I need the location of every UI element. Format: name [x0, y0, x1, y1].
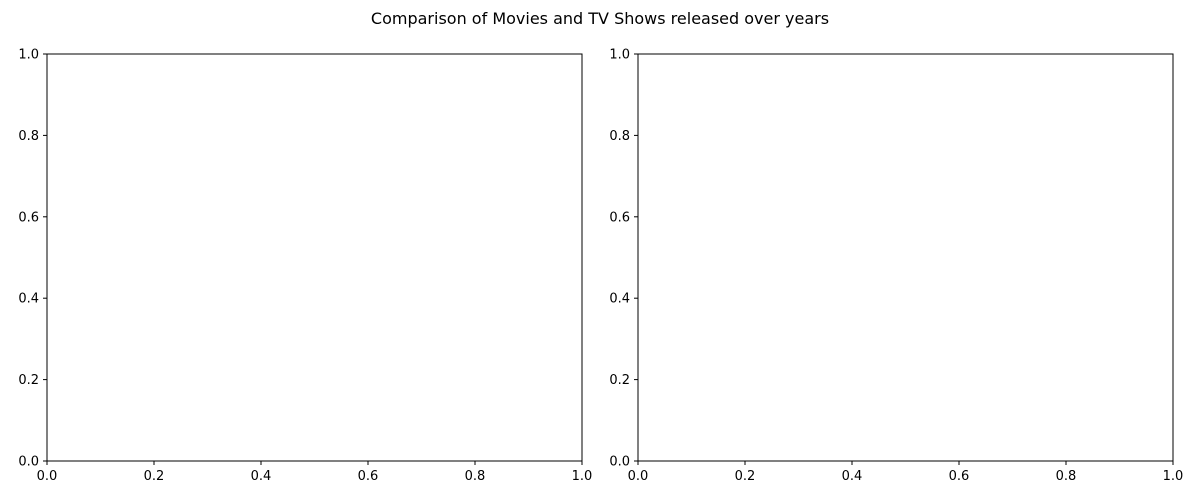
left-x-tick-label: 0.4 — [251, 469, 272, 484]
right-axes: 0.0 0.2 0.4 0.6 0.8 1.0 0.0 0.2 0.4 0.6 0.8 1.0 — [609, 48, 1183, 485]
right-y-tick-label: 0.4 — [609, 292, 630, 307]
left-axes: 0.0 0.2 0.4 0.6 0.8 1.0 0.0 0.2 0.4 0.6 0.8 1.0 — [18, 48, 592, 485]
right-y-tick-label: 0.8 — [609, 129, 630, 144]
right-y-tick-label: 1.0 — [609, 48, 630, 63]
right-y-tick-label: 0.2 — [609, 373, 630, 388]
right-y-tick-label: 0.6 — [609, 210, 630, 225]
left-x-tick-label: 0.2 — [144, 469, 165, 484]
left-x-tick-label: 0.0 — [37, 469, 58, 484]
left-x-tick-label: 0.6 — [358, 469, 379, 484]
left-y-tick-label: 0.2 — [18, 373, 39, 388]
right-x-tick-label: 0.4 — [842, 469, 863, 484]
figure-suptitle: Comparison of Movies and TV Shows releas… — [371, 9, 829, 28]
right-x-tick-label: 0.8 — [1056, 469, 1077, 484]
right-axes-frame — [637, 53, 1174, 462]
left-y-tick-label: 1.0 — [18, 48, 39, 63]
right-x-tick-label: 0.2 — [735, 469, 756, 484]
right-x-tick-label: 0.0 — [628, 469, 649, 484]
right-x-tick-label: 0.6 — [949, 469, 970, 484]
left-y-tick-label: 0.0 — [18, 455, 39, 470]
left-y-tick-label: 0.6 — [18, 210, 39, 225]
left-y-tick-label: 0.4 — [18, 292, 39, 307]
right-y-tick-label: 0.0 — [609, 455, 630, 470]
left-x-tick-label: 0.8 — [465, 469, 486, 484]
left-x-tick-label: 1.0 — [572, 469, 593, 484]
left-y-tick-label: 0.8 — [18, 129, 39, 144]
right-x-tick-label: 1.0 — [1163, 469, 1184, 484]
left-axes-frame — [46, 53, 583, 462]
